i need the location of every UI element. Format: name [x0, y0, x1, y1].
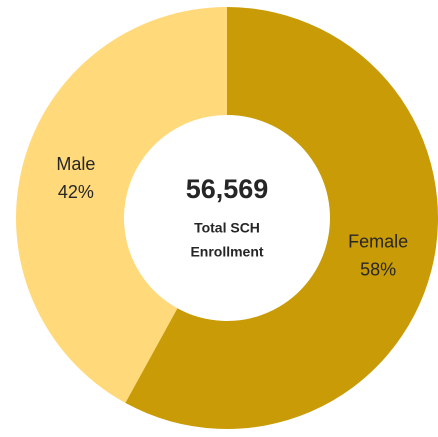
slice	[125, 7, 438, 429]
value-label: 58%	[360, 260, 396, 280]
slice-label: Male	[56, 154, 95, 174]
slice	[16, 7, 228, 403]
center-subtitle: Total SCH	[194, 220, 260, 236]
slice-label: Female	[348, 232, 408, 252]
center-value: 56,569	[186, 174, 269, 204]
value-label: 42%	[58, 182, 94, 202]
slices	[16, 7, 438, 429]
center-subtitle: Enrollment	[190, 244, 263, 260]
